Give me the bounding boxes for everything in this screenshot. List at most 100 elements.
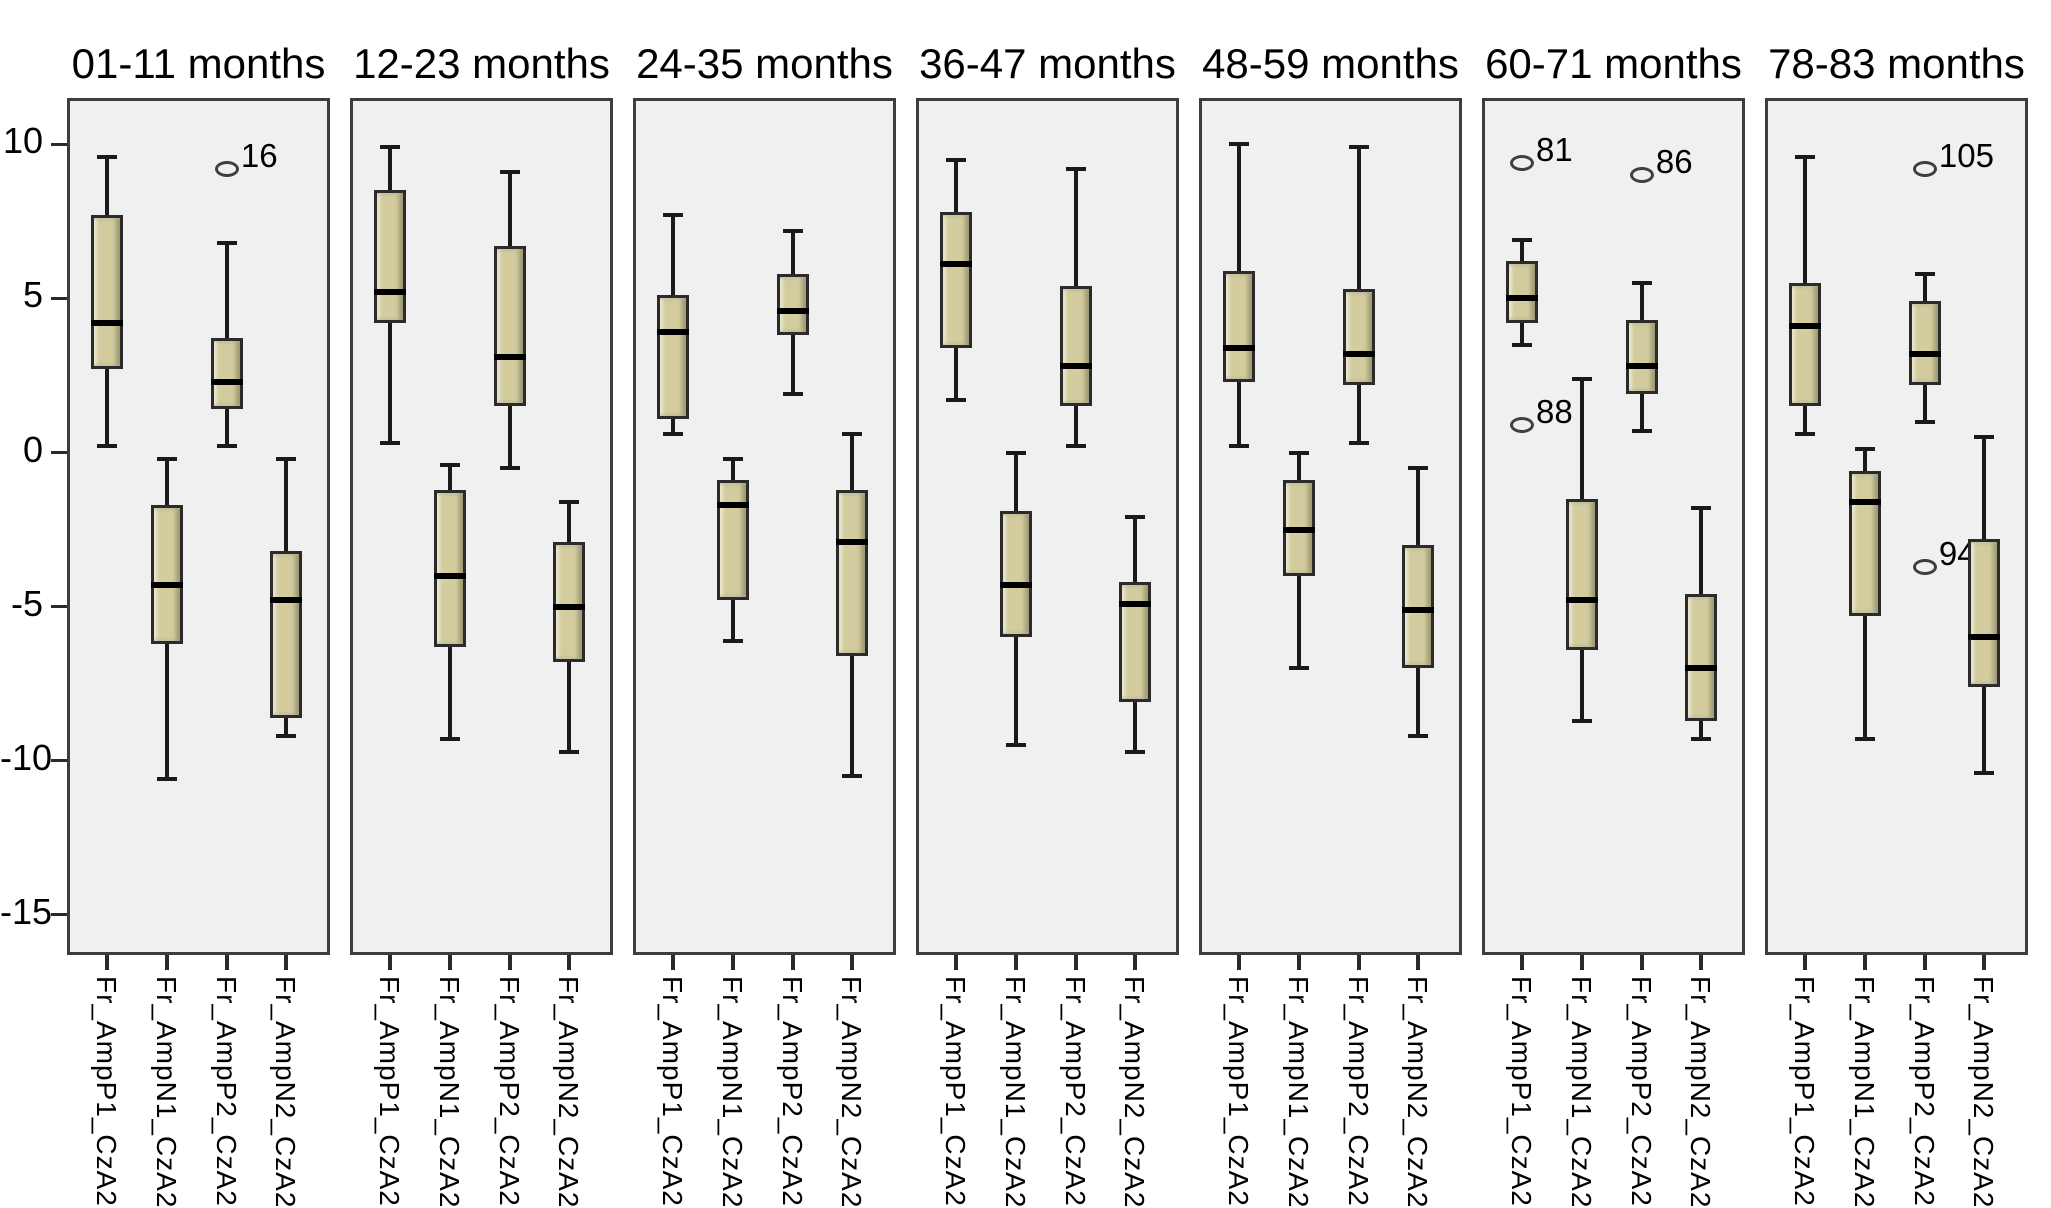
x-tick-label: Fr_AmpP2_CzA2 [493,976,525,1207]
box [656,295,689,419]
whisker-cap-bottom [1288,666,1309,671]
x-axis-tick [730,955,735,970]
box [835,489,868,656]
x-tick-label: Fr_AmpN1_CzA2 [1565,976,1597,1208]
x-tick-label: Fr_AmpN2_CzA2 [1118,976,1150,1208]
median-line [1848,498,1881,505]
whisker-cap-bottom [662,432,683,437]
x-axis-tick [1519,955,1524,970]
whisker-cap-top [722,456,743,461]
median-line [552,603,585,610]
x-axis-tick [387,955,392,970]
whisker-cap-bottom [945,398,966,403]
x-tick-label: Fr_AmpN2_CzA2 [1967,976,1999,1208]
whisker-cap-top [841,432,862,437]
panel-title: 78-83 months [1768,40,2025,87]
x-tick-label: Fr_AmpN1_CzA2 [999,976,1031,1208]
whisker-cap-bottom [1124,749,1145,754]
whisker-cap-bottom [1690,737,1711,742]
outlier-label: 88 [1535,392,1573,430]
x-tick-label: Fr_AmpN1_CzA2 [1282,976,1314,1208]
median-line [1222,344,1255,351]
x-tick-label: Fr_AmpP2_CzA2 [1625,976,1657,1207]
x-tick-label: Fr_AmpP1_CzA2 [656,976,688,1207]
panel-title: 60-71 months [1485,40,1742,87]
box [1788,282,1821,407]
whisker-cap-bottom [558,749,579,754]
panel-title: 24-35 months [636,40,893,87]
y-tick-label: 5 [22,274,43,316]
outlier-label: 81 [1535,130,1573,168]
x-axis-tick [447,955,452,970]
x-tick-label: Fr_AmpP1_CzA2 [1222,976,1254,1207]
x-axis-tick [1415,955,1420,970]
median-line [1059,363,1092,370]
whisker-cap-top [1571,376,1592,381]
x-axis-tick [164,955,169,970]
whisker-cap-top [1124,515,1145,520]
median-line [433,572,466,579]
x-tick-label: Fr_AmpP1_CzA2 [939,976,971,1207]
whisker-cap-bottom [782,391,803,396]
whisker-cap-bottom [156,777,177,782]
box [716,480,749,601]
whisker-cap-top [1973,435,1994,440]
whisker-cap-bottom [841,774,862,779]
x-axis-tick [283,955,288,970]
x-axis-tick [1132,955,1137,970]
outlier-circle [1509,416,1534,433]
x-axis-tick [849,955,854,970]
median-line [493,353,526,360]
whisker-cap-top [499,169,520,174]
x-axis-tick [1579,955,1584,970]
x-tick-label: Fr_AmpP2_CzA2 [1059,976,1091,1207]
box [433,489,466,647]
box [269,551,302,718]
whisker-cap-bottom [1005,743,1026,748]
whisker-cap-top [1854,447,1875,452]
x-tick-label: Fr_AmpN2_CzA2 [1684,976,1716,1208]
panel-title: 12-23 months [353,40,610,87]
median-line [1967,634,2000,641]
whisker-cap-top [1690,506,1711,510]
median-line [1565,597,1598,604]
whisker-cap-bottom [1794,432,1815,437]
whisker-cap-top [1511,237,1532,242]
x-axis-tick [507,955,512,970]
whisker-cap-bottom [275,734,296,739]
x-tick-label: Fr_AmpN2_CzA2 [269,976,301,1208]
whisker-cap-top [782,228,803,233]
whisker-cap-bottom [96,444,117,449]
box [552,541,585,663]
outlier-label: 105 [1938,136,1994,174]
y-axis-tick [51,296,67,300]
whisker-cap-bottom [1511,342,1532,347]
whisker-cap-bottom [439,737,460,742]
median-line [835,538,868,545]
box [90,215,123,370]
whisker-cap-top [96,154,117,159]
x-tick-label: Fr_AmpP2_CzA2 [1342,976,1374,1207]
box [1342,289,1375,385]
y-axis-tick [51,913,67,917]
x-tick-label: Fr_AmpN1_CzA2 [433,976,465,1208]
x-tick-label: Fr_AmpP1_CzA2 [1505,976,1537,1207]
box [776,273,809,336]
x-axis-tick [224,955,229,970]
whisker-cap-top [379,145,400,150]
x-tick-label: Fr_AmpP1_CzA2 [90,976,122,1207]
box [210,338,243,410]
whisker-cap-top [1288,450,1309,455]
outlier-circle [1912,160,1937,177]
whisker-cap-top [275,456,296,461]
box [1222,270,1255,382]
median-line [1342,350,1375,357]
whisker-cap-bottom [499,465,520,470]
y-tick-label: 10 [2,120,43,162]
whisker-cap-bottom [216,444,237,449]
x-axis-tick [1236,955,1241,970]
y-tick-label: -15 [0,890,53,932]
outlier-label: 16 [240,136,278,174]
x-axis-tick [1073,955,1078,970]
